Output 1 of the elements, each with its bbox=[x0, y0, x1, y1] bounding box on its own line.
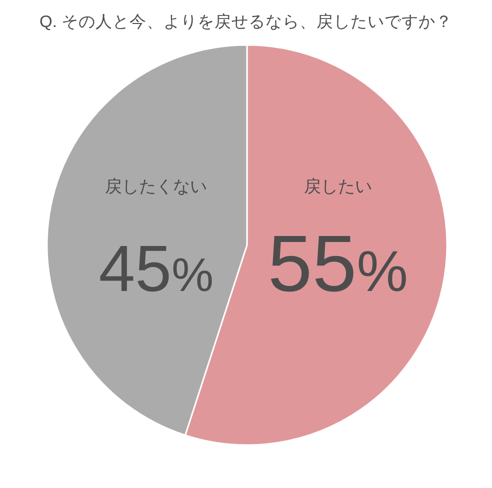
title: Q. その人と今、よりを戻せるなら、戻したいですか？ bbox=[40, 13, 452, 31]
